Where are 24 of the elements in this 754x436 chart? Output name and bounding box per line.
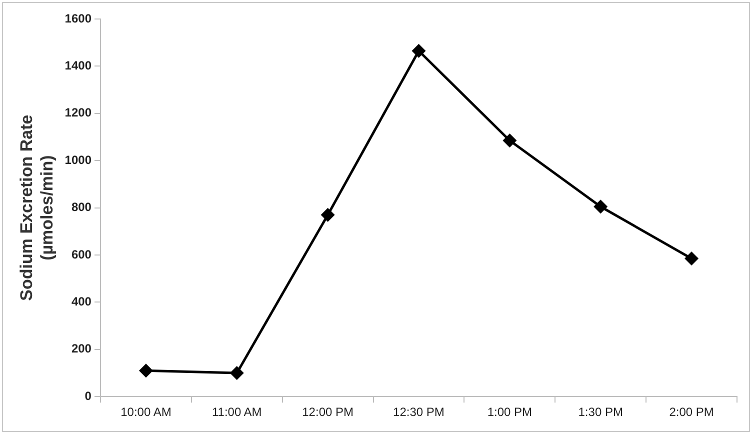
y-tick-label: 600 [71, 247, 92, 262]
point [138, 364, 153, 378]
y-axis-title: Sodium Excretion Rate (µmoles/min) [16, 114, 56, 301]
x-tick-label: 11:00 AM [212, 405, 262, 420]
point [412, 44, 426, 58]
point [684, 252, 699, 266]
point [320, 208, 335, 222]
point [502, 134, 517, 148]
y-tick-label: 1000 [64, 152, 92, 167]
y-tick-label: 0 [84, 388, 92, 403]
point [594, 200, 608, 214]
y-tick-label: 1200 [64, 106, 92, 120]
x-tick-label: 10:00 AM [120, 405, 172, 420]
x-tick-label: 2:00 PM [669, 405, 714, 420]
y-tick-label: 200 [71, 342, 92, 356]
y-tick-label: 800 [71, 200, 92, 214]
y-tick-label: 1600 [64, 11, 92, 26]
x-tick-label: 1:00 PM [487, 405, 532, 420]
y-tick-label: 400 [71, 294, 92, 309]
point [230, 366, 244, 380]
x-tick-label: 12:30 PM [393, 405, 444, 420]
x-tick-label: 1:30 PM [578, 405, 623, 420]
x-tick-label: 12:00 PM [302, 405, 354, 420]
y-tick-label: 1400 [64, 58, 92, 73]
